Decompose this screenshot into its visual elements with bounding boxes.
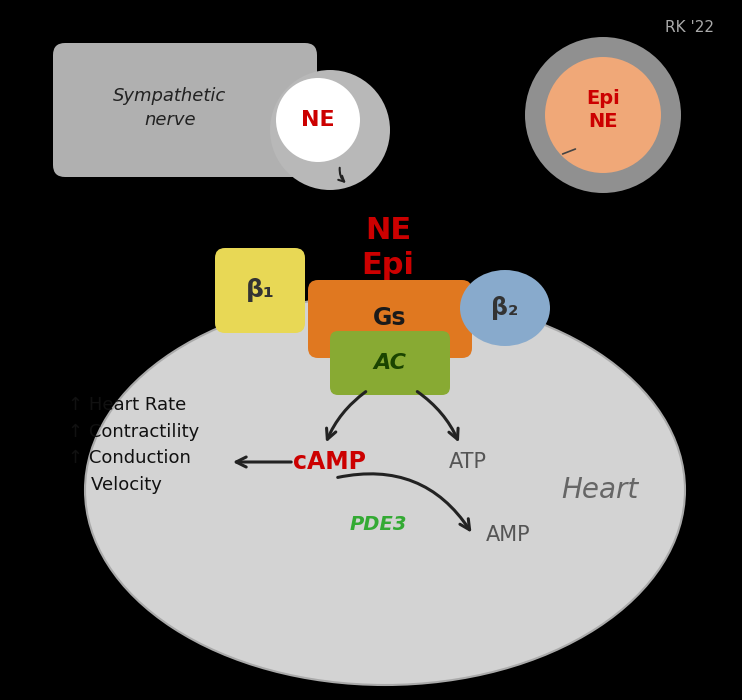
Text: AC: AC <box>373 353 407 373</box>
FancyBboxPatch shape <box>330 331 450 395</box>
Text: β₂: β₂ <box>491 296 519 320</box>
Text: AMP: AMP <box>486 525 531 545</box>
Text: Heart: Heart <box>562 476 639 504</box>
Text: NE: NE <box>301 110 335 130</box>
Text: Epi
NE: Epi NE <box>586 89 620 132</box>
Circle shape <box>545 57 661 173</box>
FancyBboxPatch shape <box>215 248 305 333</box>
Text: ↑ Heart Rate
↑ Contractility
↑ Conduction
    Velocity: ↑ Heart Rate ↑ Contractility ↑ Conductio… <box>68 396 200 494</box>
FancyBboxPatch shape <box>53 43 317 177</box>
Text: Sympathetic
nerve: Sympathetic nerve <box>114 88 226 129</box>
Text: NE
Epi: NE Epi <box>361 216 415 280</box>
Text: PDE3: PDE3 <box>349 515 407 535</box>
Circle shape <box>276 78 360 162</box>
Text: cAMP: cAMP <box>294 450 367 474</box>
Text: RK '22: RK '22 <box>666 20 715 36</box>
Circle shape <box>270 70 390 190</box>
Ellipse shape <box>460 270 550 346</box>
Circle shape <box>525 37 681 193</box>
Text: ATP: ATP <box>449 452 487 472</box>
Text: β₁: β₁ <box>246 278 275 302</box>
Ellipse shape <box>85 295 685 685</box>
Text: Gs: Gs <box>373 306 407 330</box>
FancyBboxPatch shape <box>308 280 472 358</box>
